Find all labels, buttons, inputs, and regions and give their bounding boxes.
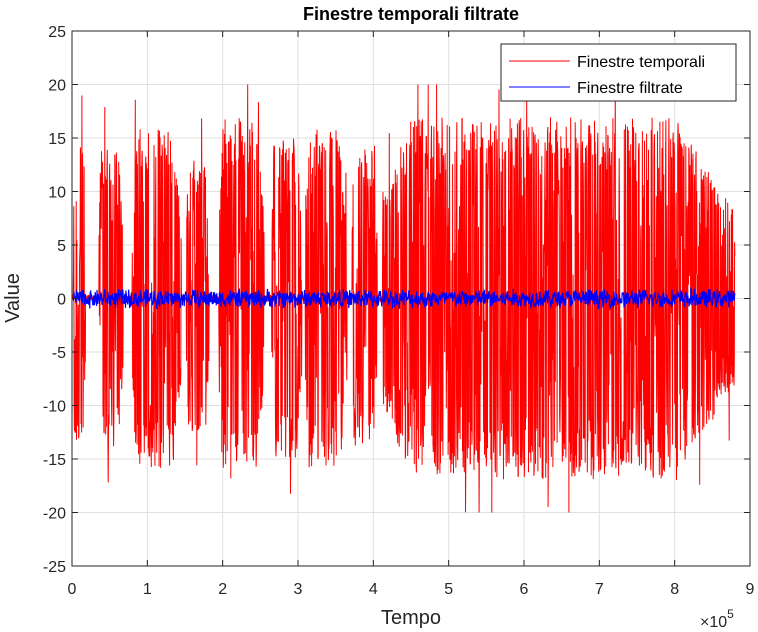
x-axis-multiplier: ×105 <box>700 607 734 631</box>
y-tick-label: -25 <box>43 559 66 576</box>
legend: Finestre temporali Finestre filtrate <box>500 43 737 102</box>
x-tick-label: 5 <box>444 581 453 598</box>
y-tick-label: -10 <box>43 399 66 416</box>
x-tick-label: 9 <box>746 581 755 598</box>
y-axis-ticks: -25 -20 -15 -10 -5 0 5 10 15 20 25 <box>43 24 750 576</box>
x-tick-label: 8 <box>670 581 679 598</box>
legend-box <box>500 43 737 102</box>
x-tick-label: 2 <box>218 581 227 598</box>
y-tick-label: 15 <box>48 131 66 148</box>
x-tick-label: 6 <box>520 581 529 598</box>
x-tick-label: 0 <box>68 581 77 598</box>
legend-label-finestre-filtrate: Finestre filtrate <box>577 80 683 97</box>
chart-title: Finestre temporali filtrate <box>303 4 519 24</box>
x-tick-label: 3 <box>294 581 303 598</box>
y-tick-label: 0 <box>57 292 66 309</box>
y-tick-label: -5 <box>52 345 66 362</box>
x-tick-label: 7 <box>595 581 604 598</box>
series-finestre-filtrate <box>72 287 736 310</box>
y-tick-label: 10 <box>48 185 66 202</box>
x-axis-multiplier-base: ×10 <box>700 614 727 631</box>
x-tick-label: 1 <box>143 581 152 598</box>
plot-area <box>71 84 736 513</box>
y-tick-label: -15 <box>43 452 66 469</box>
x-axis-ticks: 0 1 2 3 4 5 6 7 8 9 <box>68 31 755 598</box>
y-tick-label: 5 <box>57 238 66 255</box>
y-tick-label: 20 <box>48 78 66 95</box>
x-axis-label: Tempo <box>381 607 441 629</box>
y-tick-label: -20 <box>43 506 66 523</box>
x-axis-multiplier-exponent: 5 <box>727 607 734 621</box>
legend-label-finestre-temporali: Finestre temporali <box>577 54 705 71</box>
y-axis-label: Value <box>2 273 24 323</box>
y-tick-label: 25 <box>48 24 66 41</box>
x-tick-label: 4 <box>369 581 378 598</box>
